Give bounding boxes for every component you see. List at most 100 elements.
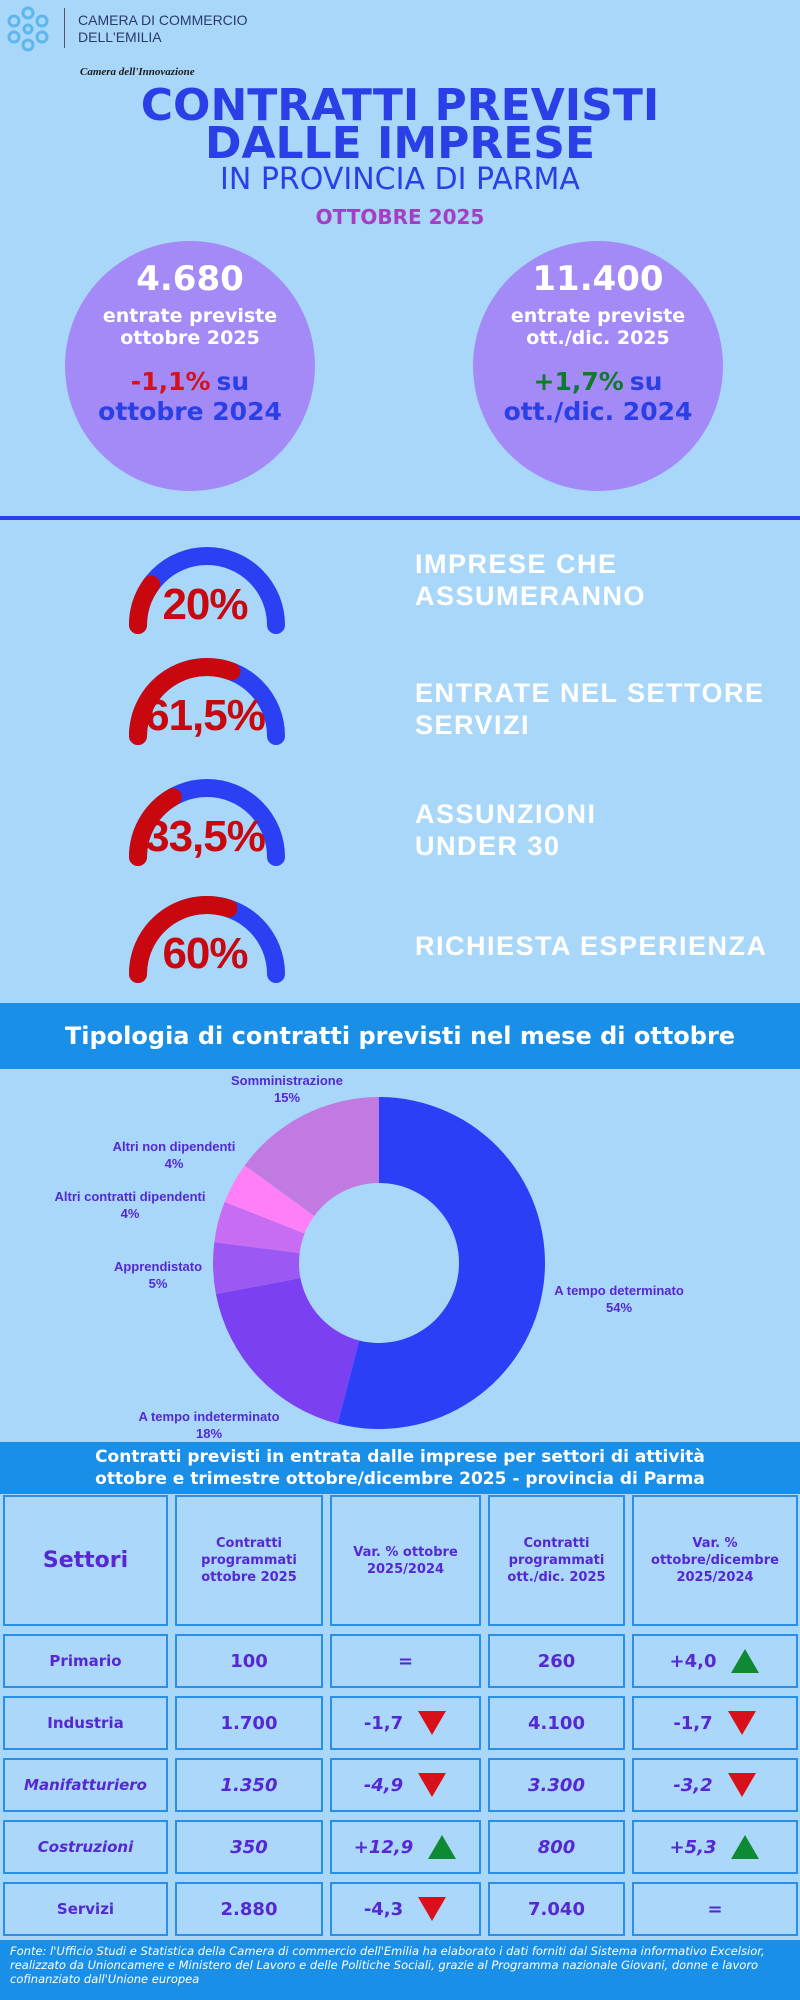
donut-slice [215,1277,360,1424]
cell-text: Costruzioni [37,1838,134,1856]
kpi-label-line: ott./dic. 2025 [526,327,670,349]
trend-triangle [731,1835,760,1859]
slice-value: 54% [605,1300,633,1315]
donut-slice [244,1097,379,1216]
slice-name: Altri non dipendenti [112,1139,236,1154]
divider [64,8,65,48]
table-cell: -4,3 [330,1882,481,1936]
trend-arrow [418,1711,447,1735]
trend-arrow [418,1897,447,1921]
table-cell: 260 [488,1634,625,1688]
trend-arrow [418,1773,447,1797]
cell-text: -4,9 [363,1774,404,1796]
kpi-change: +1,7% [533,367,624,396]
kpi-change-line: +1,7% su ott./dic. 2024 [473,367,723,427]
cell-text: -4,3 [363,1898,404,1920]
kpi-change-suffix: su [216,367,250,396]
table-cell: = [330,1634,481,1688]
gauge-value [129,788,182,866]
column-header: Var. % ottobre/dicembre 2025/2024 [632,1495,798,1626]
kpi-circle: 11.400 entrate previste ott./dic. 2025 +1… [473,241,723,491]
slice-name: Somministrazione [231,1073,343,1088]
table-cell: 350 [175,1820,323,1874]
column-header: Contratti programmati ott./dic. 2025 [488,1495,625,1626]
gauge-label-line: ENTRATE NEL SETTORE [415,678,765,708]
donut-chart [213,1097,546,1429]
table-cell: Costruzioni [3,1820,168,1874]
table-title-line: ottobre e trimestre ottobre/dicembre 202… [95,1469,705,1489]
table-cell: 2.880 [175,1882,323,1936]
table-cell: Primario [3,1634,168,1688]
column-header: Contratti programmati ottobre 2025 [175,1495,323,1626]
cell-text: = [397,1650,414,1672]
gauge-label-line: ASSUMERANNO [415,581,647,611]
kpi-label-line: entrate previste [510,305,686,327]
cell-text: 7.040 [528,1898,585,1920]
gauge-percent: 33,5% [145,812,265,861]
table: Settori Contratti programmati ottobre 202… [3,1495,798,1936]
slice-label: Altri non dipendenti 4% [64,1138,284,1172]
trend-arrow [731,1835,760,1859]
kpi-comparison: ottobre 2024 [98,397,282,426]
gauge-value [129,575,161,634]
table-cell: +5,3 [632,1820,798,1874]
table-cell: Industria [3,1696,168,1750]
gauge-percent: 60% [162,929,247,978]
gauge-label-line: SERVIZI [415,710,531,740]
trend-triangle [731,1649,760,1673]
gauge-label: IMPRESE CHE ASSUMERANNO [415,548,646,612]
slice-name: A tempo indeterminato [138,1409,280,1424]
cell-text: Manifatturiero [24,1776,147,1794]
table-cell: 1.700 [175,1696,323,1750]
cell-text: +12,9 [353,1836,414,1858]
kpi-value: 11.400 [532,259,664,299]
table-cell: -1,7 [632,1696,798,1750]
slice-label: A tempo determinato 54% [509,1282,729,1316]
trend-triangle [418,1711,447,1735]
gauge-label-line: RICHIESTA ESPERIENZA [415,931,768,961]
org-line: DELL'EMILIA [78,29,162,45]
title-line: CONTRATTI PREVISTI [140,80,660,131]
slice-label: Apprendistato 5% [48,1258,268,1292]
table-cell: 800 [488,1820,625,1874]
cell-text: -1,7 [363,1712,404,1734]
kpi-change: -1,1% [130,367,211,396]
cell-text: 1.350 [220,1774,278,1796]
slice-value: 5% [148,1276,168,1291]
org-line: CAMERA DI COMMERCIO [78,12,248,28]
footer: Fonte: l'Ufficio Studi e Statistica dell… [0,1940,800,2000]
cell-text: 800 [537,1836,576,1858]
table-cell: 4.100 [488,1696,625,1750]
trend-triangle [418,1897,447,1921]
gauge-value [129,658,241,745]
cell-text: 1.700 [220,1712,278,1734]
kpi-label: entrate previste ott./dic. 2025 [473,305,723,349]
slice-value: 4% [164,1156,184,1171]
cell-text: Primario [49,1652,122,1670]
kpi-circle: 4.680 entrate previste ottobre 2025 -1,1%… [65,241,315,491]
gauge-label: RICHIESTA ESPERIENZA [415,930,768,962]
column-header: Var. % ottobre 2025/2024 [330,1495,481,1626]
donut-slice [214,1201,305,1253]
column-header: Settori [3,1495,168,1626]
table-cell: -4,9 [330,1758,481,1812]
org-name: CAMERA DI COMMERCIO DELL'EMILIA [78,12,248,46]
cell-text: +4,0 [669,1650,717,1672]
table-cell: 7.040 [488,1882,625,1936]
table-cell: 1.350 [175,1758,323,1812]
donut-slice [213,1242,301,1295]
cell-text: 100 [230,1650,268,1672]
slice-value: 18% [195,1426,223,1441]
slice-name: Apprendistato [113,1259,203,1274]
trend-arrow [727,1773,756,1797]
cell-text: 350 [230,1836,268,1858]
table-cell: 3.300 [488,1758,625,1812]
table-cell: -3,2 [632,1758,798,1812]
kpi-label-line: ottobre 2025 [120,327,260,349]
slice-label: Somministrazione 15% [177,1072,397,1106]
gauge-percent: 61,5% [145,691,265,740]
separator [0,516,800,520]
period: OTTOBRE 2025 [315,205,485,229]
